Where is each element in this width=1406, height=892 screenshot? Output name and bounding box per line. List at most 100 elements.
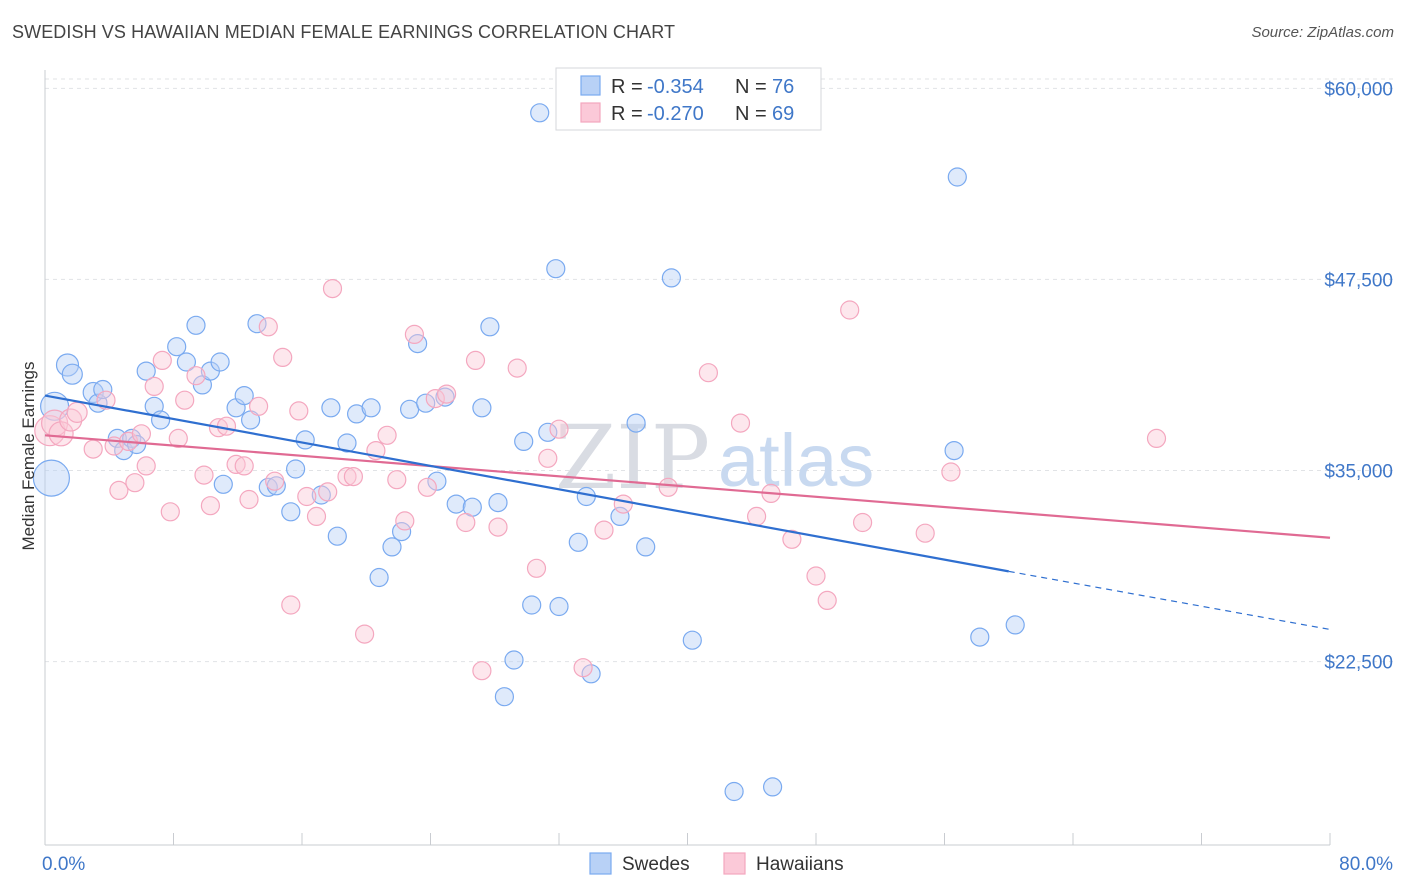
- data-point: [168, 428, 188, 448]
- y-tick-label: $60,000: [1324, 79, 1393, 100]
- data-point: [318, 482, 338, 502]
- data-point: [337, 433, 357, 453]
- data-point: [160, 502, 180, 522]
- data-point: [404, 324, 424, 344]
- legend-box: R = -0.354 N = 76 R = -0.270 N = 69: [555, 67, 822, 131]
- data-point: [200, 496, 220, 516]
- source-label: Source: ZipAtlas.com: [1251, 24, 1394, 41]
- legend-r-label-swedes: R =: [611, 76, 643, 98]
- data-point: [970, 627, 990, 647]
- data-point: [530, 103, 550, 123]
- data-point: [698, 363, 719, 383]
- watermark-atlas: atlas: [718, 419, 874, 502]
- watermark: ZIP atlas: [555, 406, 874, 509]
- data-point: [425, 389, 445, 409]
- data-point: [321, 398, 341, 418]
- data-point: [239, 489, 259, 510]
- watermark-zip: ZIP: [555, 406, 710, 509]
- y-tick-label: $35,000: [1324, 461, 1393, 482]
- data-point: [297, 486, 317, 507]
- data-point: [136, 456, 156, 476]
- data-point: [392, 521, 412, 542]
- data-point: [526, 558, 547, 578]
- data-point: [636, 537, 656, 557]
- data-point: [213, 474, 233, 494]
- data-point: [538, 422, 558, 442]
- bottom-legend-label-hawaiians: Hawaiians: [756, 854, 844, 875]
- data-point: [355, 624, 375, 644]
- data-point: [417, 477, 437, 497]
- data-point: [194, 465, 214, 485]
- data-point: [32, 459, 71, 497]
- data-point: [249, 396, 269, 416]
- data-point: [131, 424, 151, 444]
- data-point: [507, 358, 527, 378]
- data-point: [83, 439, 103, 459]
- data-point: [568, 532, 588, 552]
- data-point: [522, 595, 542, 615]
- data-point: [941, 462, 961, 482]
- x-tick-label-min: 0.0%: [42, 854, 85, 875]
- y-tick-label: $47,500: [1324, 270, 1393, 291]
- trend-line-swedes-extrapolated: [1008, 570, 1331, 631]
- data-point: [48, 421, 74, 447]
- trend-line-swedes: [44, 394, 1009, 573]
- legend-r-value-hawaiians: -0.270: [647, 103, 704, 125]
- x-ticks: [44, 833, 1331, 845]
- data-point: [610, 506, 630, 527]
- data-point: [295, 430, 315, 450]
- data-point: [806, 566, 826, 586]
- legend-n-label-swedes: N =: [735, 76, 767, 98]
- data-point: [210, 352, 230, 372]
- bottom-legend-swatch-swedes: [589, 852, 612, 875]
- data-point: [152, 350, 172, 370]
- data-point: [427, 471, 447, 491]
- data-point: [273, 347, 293, 367]
- data-point: [472, 398, 492, 418]
- data-point: [730, 413, 751, 433]
- data-point: [613, 494, 633, 514]
- y-tick-labels: $22,500 $35,000 $47,500 $60,000: [1324, 79, 1393, 673]
- data-point: [573, 658, 593, 678]
- data-point: [144, 376, 164, 396]
- data-point: [265, 471, 285, 491]
- data-point: [456, 512, 476, 533]
- data-point: [306, 506, 327, 527]
- legend-r-label-hawaiians: R =: [611, 103, 643, 125]
- data-point: [286, 459, 306, 479]
- data-point: [494, 687, 514, 707]
- data-point: [480, 317, 500, 337]
- data-point: [382, 537, 402, 557]
- legend-swatch-swedes: [580, 75, 601, 96]
- data-point: [915, 523, 935, 543]
- data-point: [724, 781, 744, 802]
- data-point: [125, 473, 145, 493]
- data-point: [347, 404, 367, 424]
- data-point: [594, 520, 614, 540]
- data-point: [435, 387, 455, 407]
- data-point: [465, 350, 486, 370]
- data-point: [186, 315, 206, 335]
- data-point: [549, 596, 569, 617]
- data-point: [514, 431, 534, 451]
- bottom-legend-swatch-hawaiians: [723, 852, 746, 875]
- data-point: [387, 470, 407, 490]
- data-point: [762, 777, 783, 797]
- trend-line-hawaiians: [44, 434, 1331, 539]
- y-tick-label: $22,500: [1324, 653, 1393, 674]
- data-point: [488, 517, 508, 537]
- data-point: [216, 416, 237, 436]
- data-point: [546, 259, 566, 279]
- data-point: [234, 386, 254, 406]
- bottom-legend: Swedes Hawaiians: [589, 852, 844, 875]
- data-point: [782, 529, 802, 549]
- data-point: [437, 384, 457, 404]
- data-point: [93, 379, 113, 400]
- gridlines: [45, 78, 1395, 663]
- data-point: [175, 390, 195, 410]
- data-point: [538, 448, 558, 468]
- chart-title: SWEDISH VS HAWAIIAN MEDIAN FEMALE EARNIN…: [12, 22, 676, 42]
- data-point: [361, 398, 381, 418]
- y-axis-label: Median Female Earnings: [19, 362, 38, 551]
- data-point: [61, 363, 83, 385]
